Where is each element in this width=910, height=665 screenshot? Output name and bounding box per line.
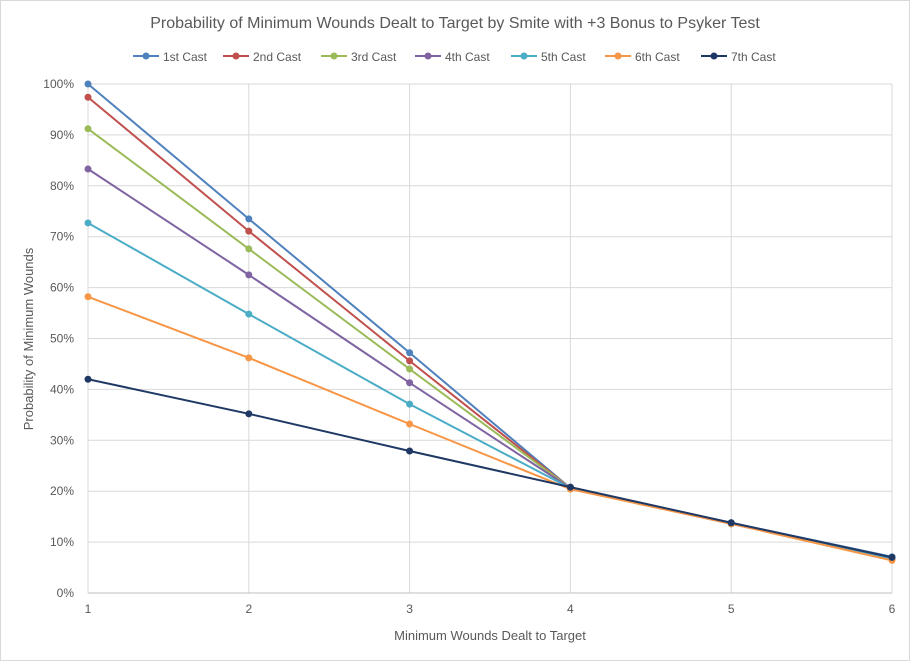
legend-marker bbox=[142, 52, 150, 60]
legend-item: 4th Cast bbox=[415, 50, 490, 64]
gridlines bbox=[87, 83, 893, 594]
y-tick-label: 10% bbox=[50, 535, 74, 549]
data-point bbox=[406, 357, 414, 365]
data-point bbox=[406, 365, 414, 373]
data-point bbox=[245, 354, 253, 362]
data-point bbox=[84, 125, 92, 133]
series-7 bbox=[84, 375, 896, 561]
legend-item: 2nd Cast bbox=[223, 50, 302, 64]
legend-item: 7th Cast bbox=[701, 50, 776, 64]
data-point bbox=[84, 165, 92, 173]
y-tick-label: 70% bbox=[50, 230, 74, 244]
legend-marker bbox=[614, 52, 622, 60]
legend-marker bbox=[330, 52, 338, 60]
data-point bbox=[727, 519, 735, 527]
series-line bbox=[87, 96, 893, 560]
y-axis-ticks: 0% 10% 20% 30% 40% 50% 60% 70% 80% 90% 100% bbox=[43, 77, 74, 600]
data-point bbox=[245, 245, 253, 253]
series-line bbox=[87, 378, 893, 559]
y-tick-label: 50% bbox=[50, 332, 74, 346]
data-point bbox=[84, 93, 92, 101]
data-point bbox=[245, 227, 253, 235]
x-tick-label: 3 bbox=[406, 602, 413, 616]
y-tick-label: 60% bbox=[50, 281, 74, 295]
x-tick-label: 1 bbox=[85, 602, 92, 616]
legend-label: 6th Cast bbox=[635, 50, 680, 64]
x-axis-ticks: 1 2 3 4 5 6 bbox=[85, 602, 896, 616]
data-point bbox=[566, 483, 574, 491]
y-tick-label: 100% bbox=[43, 77, 74, 91]
legend-marker bbox=[710, 52, 718, 60]
legend-item: 3rd Cast bbox=[321, 50, 397, 64]
series-3 bbox=[84, 125, 896, 562]
legend-label: 5th Cast bbox=[541, 50, 586, 64]
data-point bbox=[84, 80, 92, 88]
data-point bbox=[245, 271, 253, 279]
data-point bbox=[406, 400, 414, 408]
legend-marker bbox=[424, 52, 432, 60]
x-tick-label: 2 bbox=[245, 602, 252, 616]
series-line bbox=[87, 222, 893, 560]
data-point bbox=[84, 293, 92, 301]
legend-marker bbox=[520, 52, 528, 60]
series-line bbox=[87, 168, 893, 560]
legend-item: 6th Cast bbox=[605, 50, 680, 64]
y-tick-label: 40% bbox=[50, 382, 74, 396]
data-point bbox=[84, 375, 92, 383]
series-line bbox=[87, 83, 893, 558]
y-axis-label: Probability of Minimum Wounds bbox=[21, 247, 36, 430]
x-tick-label: 6 bbox=[889, 602, 896, 616]
legend-label: 1st Cast bbox=[163, 50, 208, 64]
x-tick-label: 5 bbox=[728, 602, 735, 616]
data-point bbox=[245, 310, 253, 318]
legend: 1st Cast 2nd Cast 3rd Cast 4th Cast 5th Cast… bbox=[133, 50, 776, 64]
legend-label: 2nd Cast bbox=[253, 50, 302, 64]
y-tick-label: 0% bbox=[57, 586, 75, 600]
data-point bbox=[888, 553, 896, 561]
series-1 bbox=[84, 80, 896, 561]
data-point bbox=[245, 410, 253, 418]
data-point bbox=[406, 447, 414, 455]
data-point bbox=[245, 215, 253, 223]
data-point bbox=[406, 379, 414, 387]
legend-item: 5th Cast bbox=[511, 50, 586, 64]
data-point bbox=[406, 349, 414, 357]
series-5 bbox=[84, 219, 896, 562]
series-lines bbox=[84, 80, 896, 564]
data-point bbox=[406, 420, 414, 428]
chart-title: Probability of Minimum Wounds Dealt to T… bbox=[150, 15, 760, 32]
y-tick-label: 80% bbox=[50, 179, 74, 193]
series-4 bbox=[84, 165, 896, 562]
x-axis-label: Minimum Wounds Dealt to Target bbox=[394, 628, 586, 643]
legend-item: 1st Cast bbox=[133, 50, 208, 64]
y-tick-label: 90% bbox=[50, 128, 74, 142]
legend-label: 4th Cast bbox=[445, 50, 490, 64]
legend-label: 3rd Cast bbox=[351, 50, 397, 64]
data-point bbox=[84, 219, 92, 227]
y-tick-label: 20% bbox=[50, 484, 74, 498]
x-tick-label: 4 bbox=[567, 602, 574, 616]
y-tick-label: 30% bbox=[50, 433, 74, 447]
legend-label: 7th Cast bbox=[731, 50, 776, 64]
legend-marker bbox=[232, 52, 240, 60]
series-line bbox=[87, 295, 893, 562]
